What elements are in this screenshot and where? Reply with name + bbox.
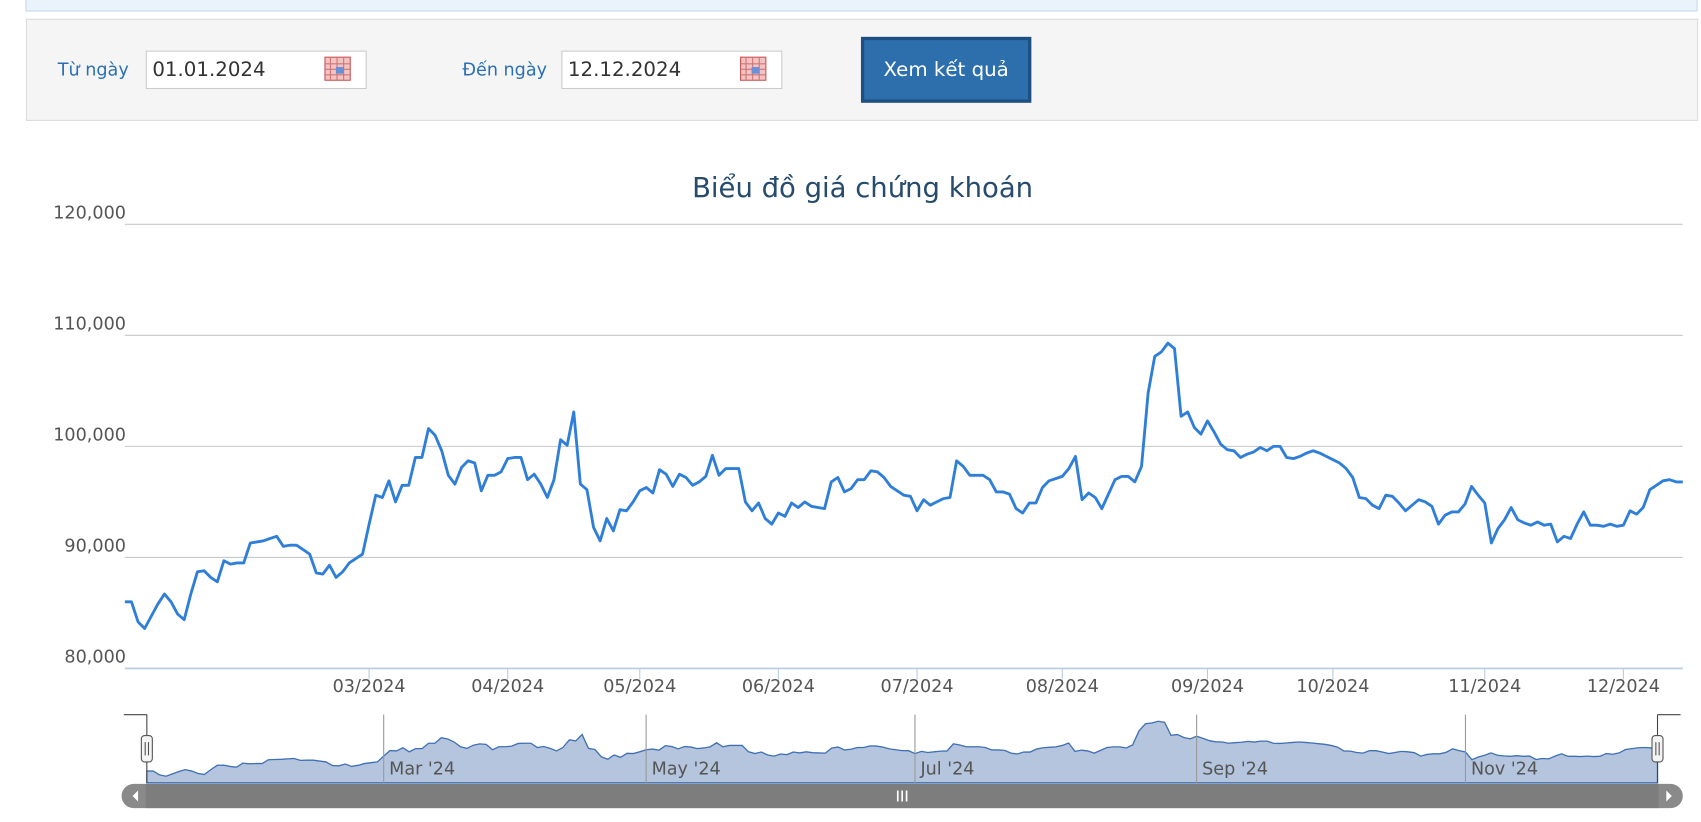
y-tick-label: 120,000 xyxy=(53,203,126,223)
y-tick-label: 80,000 xyxy=(64,647,126,667)
x-tick-label: 04/2024 xyxy=(471,677,544,697)
navigator-label: Nov '24 xyxy=(1471,760,1538,780)
navigator-label: Mar '24 xyxy=(389,760,455,780)
x-tick-label: 09/2024 xyxy=(1171,677,1244,697)
navigator-label: Sep '24 xyxy=(1202,760,1268,780)
navigator-label: May '24 xyxy=(652,760,721,780)
calendar-icon[interactable] xyxy=(740,56,767,81)
y-tick-label: 110,000 xyxy=(53,314,126,334)
scroll-left-arrow xyxy=(132,790,139,802)
y-tick-label: 100,000 xyxy=(53,425,126,445)
x-tick-label: 07/2024 xyxy=(881,677,954,697)
y-tick-label: 90,000 xyxy=(64,536,126,556)
to-value: 12.12.2024 xyxy=(568,58,681,81)
to-label: Đến ngày xyxy=(462,59,547,80)
x-tick-label: 03/2024 xyxy=(333,677,406,697)
x-tick-label: 11/2024 xyxy=(1448,677,1521,697)
x-tick-label: 08/2024 xyxy=(1026,677,1099,697)
handle-grip xyxy=(144,742,150,756)
navigator-area xyxy=(146,720,1659,784)
navigator-label: Jul '24 xyxy=(919,760,974,780)
x-tick-label: 06/2024 xyxy=(742,677,815,697)
price-line xyxy=(124,341,1683,630)
from-label: Từ ngày xyxy=(57,60,129,80)
top-strip xyxy=(25,0,1698,12)
chart-title: Biểu đồ giá chứng khoán xyxy=(692,172,1033,204)
x-tick-label: 12/2024 xyxy=(1587,677,1660,697)
navigator-handle[interactable] xyxy=(1651,734,1664,763)
submit-button-label: Xem kết quả xyxy=(884,58,1009,81)
handle-grip xyxy=(1655,742,1660,756)
x-tick-label: 05/2024 xyxy=(603,677,676,697)
navigator-handle[interactable] xyxy=(140,734,153,763)
x-tick-label: 10/2024 xyxy=(1296,677,1369,697)
scroll-right-arrow xyxy=(1666,790,1672,802)
from-value: 01.01.2024 xyxy=(152,58,265,81)
scrollbar-grip xyxy=(896,790,908,802)
calendar-icon[interactable] xyxy=(324,56,351,81)
submit-button[interactable] xyxy=(860,36,1032,103)
